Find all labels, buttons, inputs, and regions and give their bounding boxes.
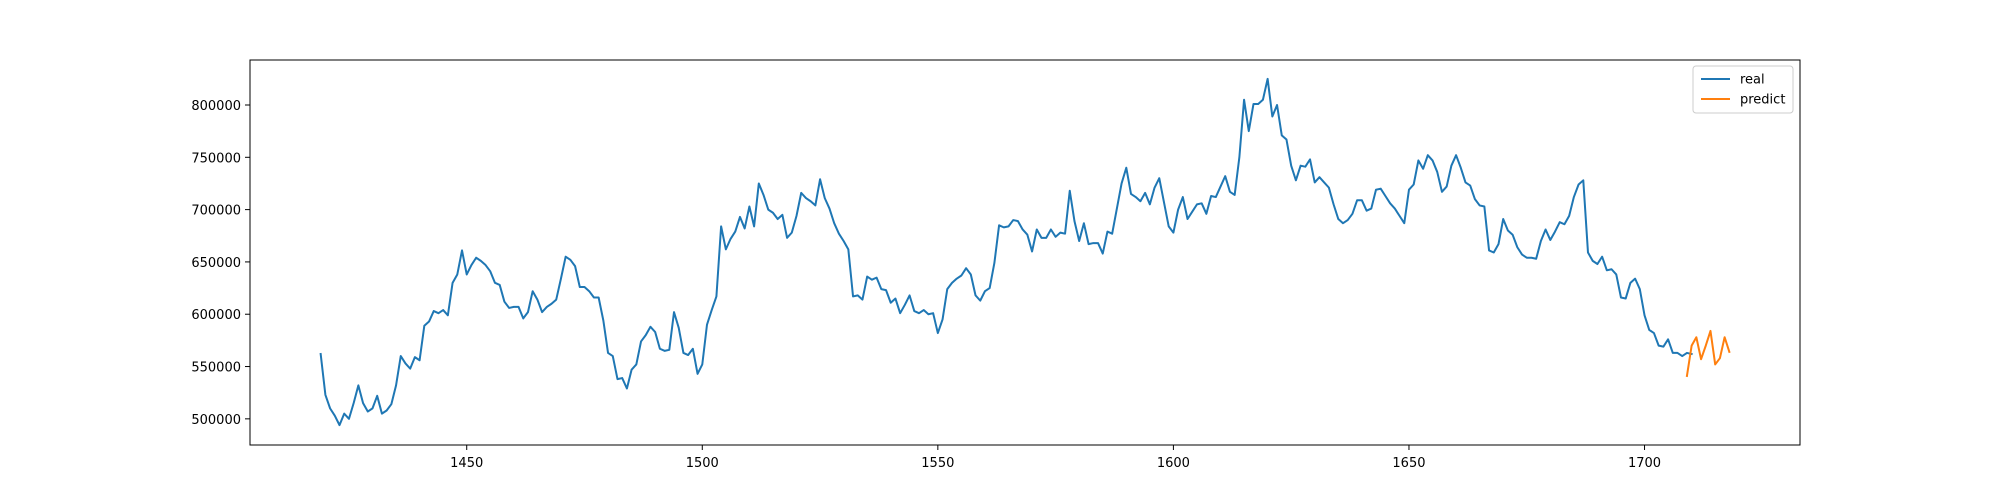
legend-box [1692,65,1794,114]
y-tick-label: 550000 [191,361,241,376]
legend: real predict [1692,65,1794,114]
plot-area-frame [249,59,1801,446]
x-axis: 1450 1500 1550 1600 1650 1700 [450,445,1661,471]
y-axis: 500000 550000 600000 650000 700000 750000 8000… [191,99,250,428]
x-tick-label: 1550 [921,456,954,471]
legend-label-real: real [1740,73,1765,88]
y-tick-label: 600000 [191,308,241,323]
legend-label-predict: predict [1740,93,1785,108]
plot-layer [319,77,1731,427]
x-tick-label: 1450 [450,456,483,471]
y-tick-label: 500000 [191,413,241,428]
series-line-predict [1685,329,1731,378]
y-tick-label: 800000 [191,99,241,114]
series-line-real [319,77,1693,427]
y-tick-label: 650000 [191,256,241,271]
y-tick-label: 750000 [191,151,241,166]
y-tick-label: 700000 [191,204,241,219]
x-tick-label: 1700 [1628,456,1661,471]
x-tick-label: 1650 [1392,456,1425,471]
x-tick-label: 1600 [1157,456,1190,471]
x-tick-label: 1500 [686,456,719,471]
